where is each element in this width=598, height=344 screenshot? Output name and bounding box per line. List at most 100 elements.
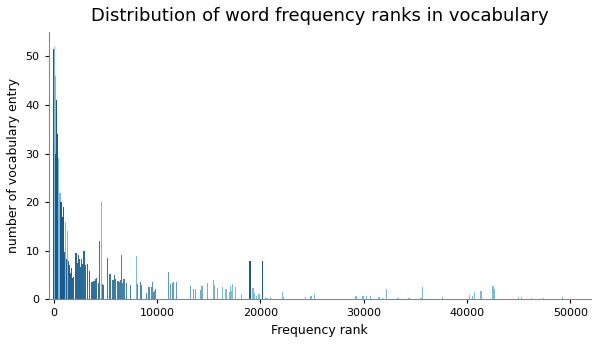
Bar — [71, 268, 72, 300]
Bar — [73, 287, 74, 300]
Bar — [200, 290, 202, 300]
Bar — [118, 283, 120, 300]
Bar — [253, 296, 255, 300]
Bar — [91, 282, 93, 300]
Bar — [362, 296, 364, 300]
Bar — [57, 255, 58, 300]
Bar — [493, 299, 495, 300]
Bar — [230, 286, 231, 300]
Bar — [58, 283, 59, 300]
Bar — [59, 227, 60, 300]
Bar — [54, 47, 55, 300]
Bar — [254, 293, 255, 300]
Bar — [531, 298, 532, 300]
Bar — [69, 282, 71, 300]
Bar — [55, 209, 56, 300]
Bar — [55, 209, 56, 300]
Bar — [57, 267, 59, 300]
Bar — [202, 286, 203, 300]
Bar — [100, 202, 102, 300]
Bar — [270, 297, 271, 300]
Bar — [61, 218, 62, 300]
Bar — [172, 282, 173, 300]
Bar — [81, 270, 83, 300]
Bar — [115, 282, 117, 300]
Bar — [65, 255, 66, 300]
Bar — [81, 259, 82, 300]
Bar — [87, 273, 88, 300]
Bar — [63, 217, 64, 300]
Bar — [65, 254, 66, 300]
Bar — [370, 296, 371, 300]
Bar — [53, 60, 54, 300]
Bar — [112, 280, 114, 300]
Bar — [83, 270, 84, 300]
Bar — [119, 284, 120, 300]
Bar — [78, 255, 79, 300]
Bar — [249, 260, 251, 300]
Bar — [69, 265, 70, 300]
Bar — [57, 274, 59, 300]
Bar — [73, 285, 74, 300]
Bar — [176, 282, 177, 300]
Bar — [120, 280, 121, 300]
Bar — [56, 249, 57, 300]
Bar — [82, 270, 83, 300]
Bar — [56, 247, 57, 300]
Bar — [225, 289, 227, 300]
Bar — [54, 109, 55, 300]
Bar — [123, 279, 124, 300]
Bar — [56, 235, 57, 300]
Bar — [154, 291, 155, 300]
Bar — [305, 297, 306, 300]
Bar — [97, 283, 99, 300]
Bar — [56, 211, 57, 300]
Bar — [71, 281, 72, 300]
Bar — [58, 276, 59, 300]
Bar — [81, 259, 82, 300]
Bar — [148, 287, 150, 300]
Bar — [141, 286, 142, 300]
Bar — [62, 255, 64, 300]
Bar — [151, 288, 152, 300]
Bar — [190, 286, 191, 300]
Bar — [57, 259, 59, 300]
Bar — [84, 259, 86, 300]
Bar — [168, 272, 169, 300]
Bar — [173, 282, 175, 300]
Bar — [114, 279, 116, 300]
Bar — [408, 298, 410, 300]
Bar — [62, 252, 63, 300]
Bar — [55, 198, 56, 300]
Bar — [65, 222, 66, 300]
Bar — [67, 272, 68, 300]
Bar — [54, 148, 56, 300]
Bar — [99, 281, 100, 300]
Bar — [72, 280, 74, 300]
Bar — [241, 294, 242, 300]
Bar — [140, 282, 141, 300]
Bar — [57, 244, 58, 300]
Bar — [75, 256, 76, 300]
Bar — [58, 249, 59, 300]
Bar — [99, 241, 100, 300]
Bar — [78, 259, 80, 300]
Bar — [54, 113, 56, 300]
Bar — [80, 269, 81, 300]
Bar — [58, 276, 59, 300]
Bar — [480, 291, 481, 300]
Bar — [65, 257, 66, 300]
Bar — [76, 253, 77, 300]
Bar — [56, 252, 57, 300]
Bar — [66, 259, 67, 300]
Bar — [130, 285, 131, 300]
Bar — [59, 193, 60, 300]
Bar — [57, 280, 59, 300]
Bar — [60, 202, 62, 300]
Bar — [54, 115, 55, 300]
Bar — [553, 299, 554, 300]
Bar — [83, 264, 84, 300]
Bar — [195, 289, 196, 300]
Bar — [193, 289, 194, 300]
Bar — [65, 270, 66, 300]
